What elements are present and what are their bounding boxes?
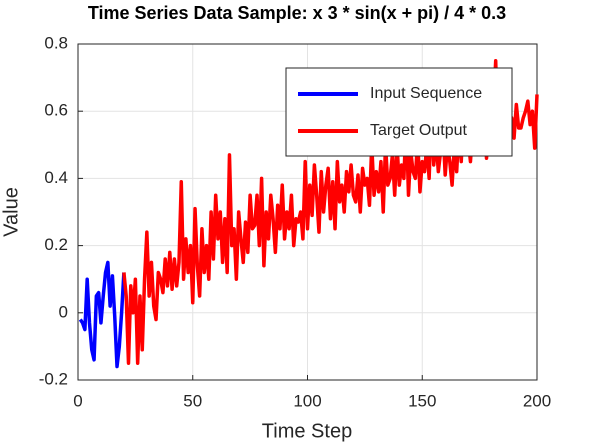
legend-label: Input Sequence [370,85,482,102]
plot-frame [77,43,538,381]
x-tick-label: 100 [293,391,321,410]
x-tick-label: 50 [183,391,202,410]
x-tick-label: 150 [408,391,436,410]
legend-label: Target Output [370,122,468,139]
y-axis-label: Value [0,187,22,237]
y-tick-label: 0.4 [44,168,68,187]
x-tick-label: 200 [523,391,551,410]
data-line [78,260,126,369]
y-tick-label: 0.6 [44,101,68,120]
y-tick-label: 0.2 [44,235,68,254]
x-axis-label: Time Step [262,420,352,442]
y-tick-label: -0.2 [39,369,68,388]
y-tick-label: 0.8 [44,33,68,52]
y-tick-label: 0 [59,302,68,321]
x-tick-label: 0 [73,391,82,410]
legend-box [285,67,513,157]
chart-title: Time Series Data Sample: x 3 * sin(x + p… [88,3,506,23]
